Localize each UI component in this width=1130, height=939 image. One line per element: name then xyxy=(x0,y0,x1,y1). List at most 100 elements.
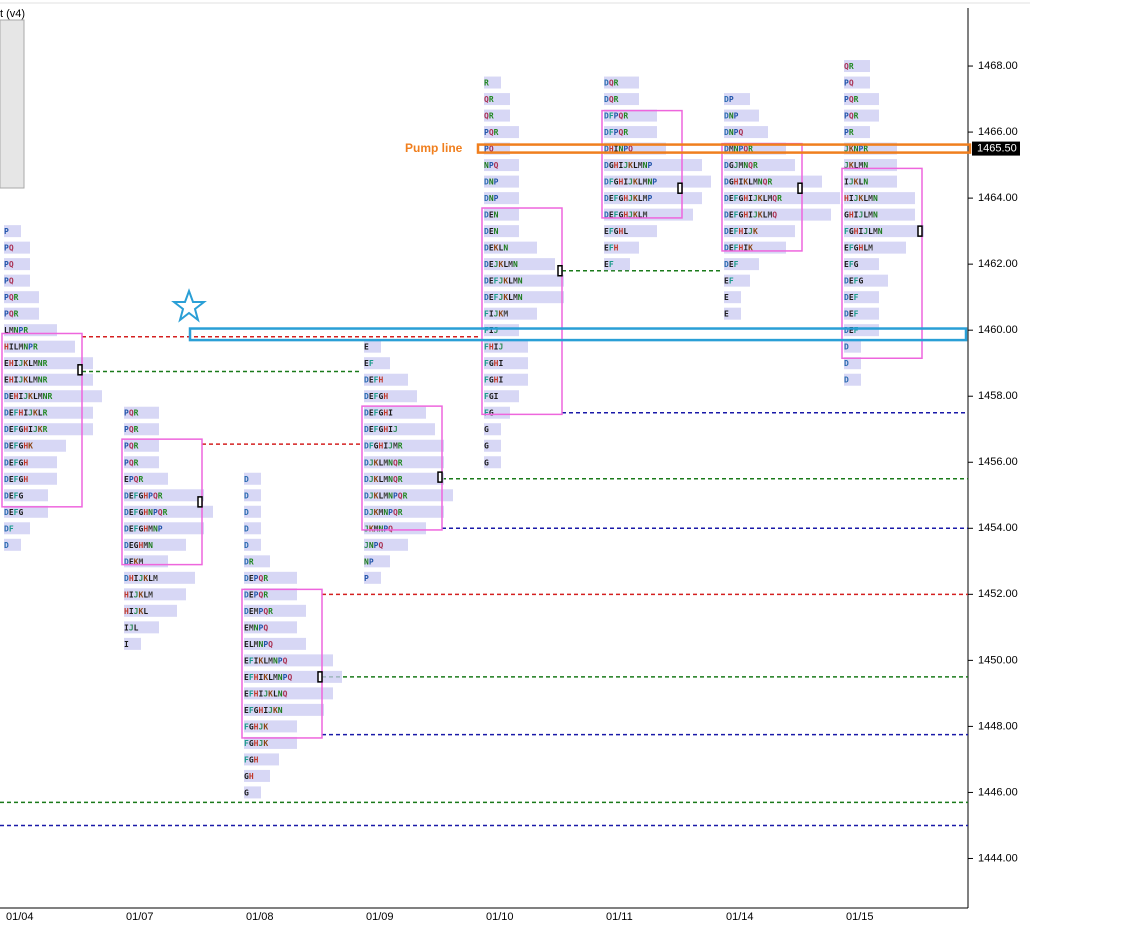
tpo-row: EFHIKLMNPQ xyxy=(244,672,292,681)
tpo-row: PQR xyxy=(484,128,499,137)
tpo-bar xyxy=(4,225,21,238)
value-area xyxy=(841,167,923,359)
tpo-bar xyxy=(244,505,261,518)
tpo-row: E xyxy=(724,309,729,318)
tpo-bar xyxy=(4,456,57,469)
tpo-bar xyxy=(124,456,159,469)
tpo-row: FHIJ xyxy=(484,342,503,351)
tpo-row: FIJ xyxy=(484,326,498,335)
tpo-row: EF xyxy=(604,260,614,269)
y-tick-label: 1450.00 xyxy=(978,654,1018,666)
tpo-row: DEFGH xyxy=(4,474,28,483)
tpo-row: DEKM xyxy=(124,557,143,566)
tpo-row: HIJKL xyxy=(124,606,148,615)
tpo-bar xyxy=(364,489,453,502)
x-tick-label: 01/04 xyxy=(6,911,34,923)
tpo-bar xyxy=(244,555,270,568)
tpo-bar xyxy=(484,439,501,452)
tpo-bar xyxy=(244,588,297,601)
tpo-bar xyxy=(844,291,879,304)
tpo-row: FGI xyxy=(484,392,499,401)
tpo-row: EFHIJKLNQ xyxy=(244,689,288,698)
y-tick-label: 1444.00 xyxy=(978,852,1018,864)
tpo-bar xyxy=(244,654,333,667)
tpo-row: G xyxy=(484,441,489,450)
tpo-bar xyxy=(724,93,750,106)
tpo-row: DHIJKLM xyxy=(124,573,158,582)
x-tick-label: 01/08 xyxy=(246,911,274,923)
tpo-bar xyxy=(364,373,408,386)
tpo-bar xyxy=(484,324,519,337)
tpo-row: P xyxy=(4,227,9,236)
tpo-row: DEFGHJKLM xyxy=(604,210,648,219)
tpo-row: FGHIJLMN xyxy=(844,227,883,236)
tpo-row: PQ xyxy=(484,144,494,153)
tpo-row: DEF xyxy=(844,326,859,335)
y-tick-label: 1458.00 xyxy=(978,390,1018,402)
tpo-row: NPQ xyxy=(484,161,499,170)
tpo-bar xyxy=(4,373,93,386)
tpo-row: DJKLMNQR xyxy=(364,458,403,467)
tpo-row: PQ xyxy=(4,276,14,285)
tpo-bar xyxy=(244,571,297,584)
tpo-row: DFGHIJMR xyxy=(364,441,403,450)
tpo-row: IJL xyxy=(124,623,139,632)
tpo-bar xyxy=(364,555,390,568)
tpo-row: NP xyxy=(364,557,374,566)
tpo-bar xyxy=(244,703,324,716)
tpo-row: GHIJLMN xyxy=(844,210,878,219)
value-area xyxy=(481,207,563,416)
tpo-row: DF xyxy=(4,524,14,533)
tpo-row: DEHIJKLMNR xyxy=(4,392,52,401)
tpo-bar xyxy=(364,456,444,469)
tpo-bar xyxy=(484,76,501,89)
tpo-row: JKLMN xyxy=(844,161,868,170)
tpo-bar xyxy=(844,340,861,353)
tpo-row: GH xyxy=(244,771,254,780)
tpo-bar xyxy=(4,439,66,452)
tpo-bar xyxy=(484,456,501,469)
tpo-bar xyxy=(844,324,879,337)
tpo-bar xyxy=(244,621,297,634)
tpo-row: DGHIJKLMNP xyxy=(604,161,652,170)
tpo-bar xyxy=(244,786,261,799)
tpo-row: G xyxy=(484,458,489,467)
tpo-row: EF xyxy=(364,359,374,368)
tpo-row: D xyxy=(244,474,249,483)
tpo-row: FGHI xyxy=(484,375,503,384)
tpo-row: DEKLN xyxy=(484,243,508,252)
poc-marker xyxy=(317,671,323,683)
tpo-row: DJKMNPQR xyxy=(364,507,403,516)
tpo-bar xyxy=(604,76,639,89)
tpo-bar xyxy=(724,208,831,221)
tpo-bar xyxy=(604,192,702,205)
tpo-row: ELMNPQ xyxy=(244,639,273,648)
tpo-row: EFGHIJKN xyxy=(244,705,283,714)
poc-marker xyxy=(917,225,923,237)
tpo-bar xyxy=(124,571,195,584)
tpo-bar xyxy=(484,406,510,419)
tpo-row: HIJKLM xyxy=(124,590,153,599)
tpo-row: EFH xyxy=(604,243,619,252)
tpo-row: EFIKLMNPQ xyxy=(244,656,288,665)
tpo-row: DNPQ xyxy=(724,128,743,137)
pump-line xyxy=(476,143,972,154)
tpo-row: DGJMNQR xyxy=(724,161,758,170)
y-tick-label: 1456.00 xyxy=(978,456,1018,468)
tpo-bar xyxy=(484,126,519,139)
tpo-row: IJKLN xyxy=(844,177,868,186)
tpo-row: PR xyxy=(844,128,854,137)
tpo-bar xyxy=(244,720,297,733)
tpo-bar xyxy=(604,126,657,139)
tpo-row: QR xyxy=(484,95,494,104)
tpo-bar xyxy=(844,208,915,221)
tpo-bar xyxy=(724,307,741,320)
y-tick-label: 1462.00 xyxy=(978,258,1018,270)
tpo-row: DEFGH xyxy=(4,458,28,467)
tpo-bar xyxy=(484,225,519,238)
tpo-bar xyxy=(724,274,750,287)
tpo-bar xyxy=(484,93,510,106)
tpo-bar xyxy=(484,307,537,320)
tpo-row: DEFGHIJKR xyxy=(4,425,48,434)
tpo-bar xyxy=(844,241,906,254)
